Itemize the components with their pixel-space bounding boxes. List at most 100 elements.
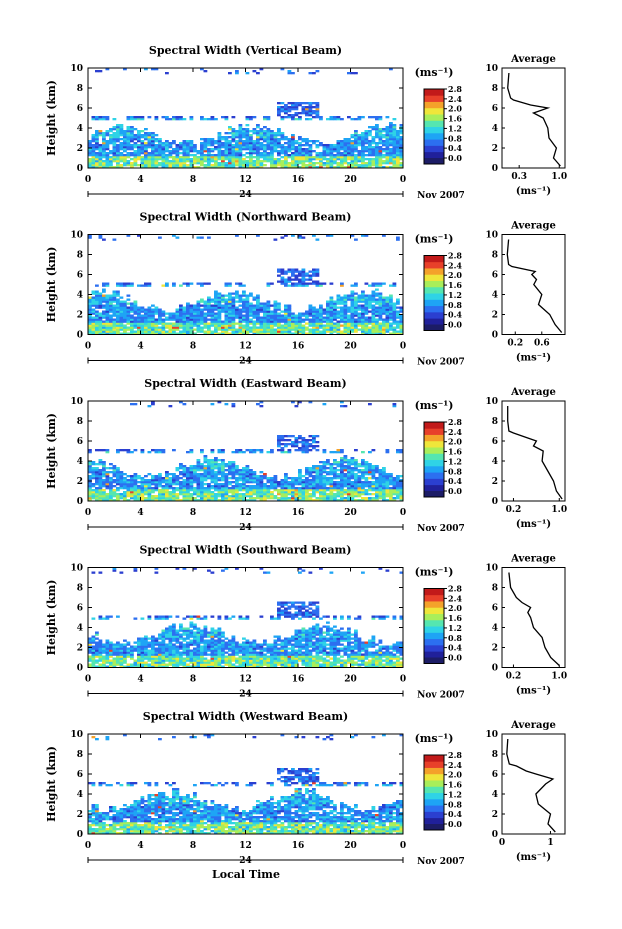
heatmap-cell — [224, 300, 229, 303]
heatmap-cell — [196, 314, 201, 317]
heatmap-cell — [235, 136, 239, 139]
heatmap-cell — [364, 465, 369, 468]
heatmap-cell — [228, 148, 232, 151]
heatmap-cell — [214, 473, 218, 476]
heatmap-cell — [305, 495, 309, 498]
heatmap-cell — [378, 148, 383, 151]
heatmap-cell — [102, 132, 106, 135]
heatmap-cell — [214, 318, 218, 321]
heatmap-cell — [147, 451, 152, 454]
heatmap-cell — [200, 304, 204, 307]
heatmap-cell — [88, 463, 92, 466]
heatmap-cell — [238, 312, 243, 315]
heatmap-cell — [109, 142, 113, 145]
heatmap-cell — [133, 144, 138, 147]
heatmap-cell — [392, 144, 397, 147]
heatmap-cell — [375, 144, 379, 147]
heatmap-cell — [224, 140, 229, 143]
heatmap-cell — [235, 477, 239, 480]
heatmap-cell — [385, 302, 390, 305]
heatmap-cell — [256, 475, 260, 478]
heatmap-cell — [245, 312, 250, 315]
heatmap-cell — [287, 106, 292, 109]
heatmap-cell — [270, 150, 274, 153]
heatmap-cell — [207, 118, 211, 121]
heatmap-cell — [315, 497, 320, 500]
heatmap-cell — [231, 485, 236, 488]
heatmap-cell — [217, 469, 222, 472]
heatmap-cell — [252, 162, 257, 165]
heatmap-cell — [119, 132, 124, 135]
heatmap-cell — [396, 479, 400, 482]
heatmap-cell — [140, 326, 145, 329]
heatmap-cell — [294, 278, 299, 281]
heatmap-cell — [347, 328, 351, 331]
heatmap-cell — [270, 328, 274, 331]
heatmap-cell — [228, 483, 232, 486]
heatmap-cell — [147, 134, 152, 137]
heatmap-cell — [95, 316, 99, 319]
heatmap-cell — [347, 322, 351, 325]
heatmap-cell — [312, 439, 316, 442]
heatmap-cell — [259, 162, 264, 165]
heatmap-cell — [133, 330, 138, 333]
heatmap-cell — [287, 148, 292, 151]
heatmap-cell — [259, 489, 264, 492]
heatmap-cell — [95, 665, 99, 668]
heatmap-cell — [88, 164, 92, 167]
heatmap-cell — [298, 102, 302, 105]
heatmap-cell — [105, 471, 110, 474]
heatmap-cell — [291, 270, 295, 273]
heatmap-cell — [140, 330, 145, 333]
heatmap-cell — [154, 485, 159, 488]
heatmap-cell — [375, 142, 379, 145]
heatmap-cell — [228, 477, 232, 480]
heatmap-cell — [385, 449, 390, 452]
heatmap-cell — [228, 318, 232, 321]
heatmap-cell — [305, 497, 309, 500]
heatmap-cell — [224, 465, 229, 468]
heatmap-cell — [210, 304, 215, 307]
heatmap-cell — [179, 116, 183, 119]
heatmap-cell — [214, 118, 218, 121]
heatmap-cell — [217, 158, 222, 161]
heatmap-cell — [98, 70, 103, 73]
heatmap-cell — [357, 322, 362, 325]
heatmap-cell — [361, 489, 365, 492]
heatmap-cell — [389, 475, 393, 478]
heatmap-cell — [368, 298, 372, 301]
heatmap-cell — [375, 284, 379, 287]
heatmap-cell — [203, 312, 208, 315]
heatmap-cell — [368, 144, 372, 147]
heatmap-cell — [112, 304, 117, 307]
heatmap-cell — [242, 483, 246, 486]
heatmap-cell — [249, 479, 253, 482]
heatmap-cell — [277, 441, 281, 444]
avg-profile-line — [507, 406, 563, 500]
heatmap-cell — [284, 318, 288, 321]
heatmap-cell — [364, 158, 369, 161]
heatmap-cell — [98, 154, 103, 157]
heatmap-cell — [305, 471, 309, 474]
heatmap-cell — [312, 481, 316, 484]
heatmap-cell — [291, 102, 295, 105]
heatmap-cell — [228, 463, 232, 466]
heatmap-cell — [147, 320, 152, 323]
heatmap-cell — [200, 312, 204, 315]
heatmap-cell — [137, 475, 141, 478]
heatmap-cell — [333, 497, 337, 500]
heatmap-cell — [340, 465, 344, 468]
heatmap-cell — [263, 497, 267, 500]
heatmap-cell — [130, 144, 134, 147]
heatmap-cell — [392, 491, 397, 494]
heatmap-cell — [294, 104, 299, 107]
heatmap-cell — [161, 451, 166, 454]
heatmap-cell — [182, 314, 187, 317]
heatmap-cell — [333, 475, 337, 478]
heatmap-cell — [88, 330, 92, 333]
heatmap-cell — [319, 497, 323, 500]
heatmap-cell — [203, 160, 208, 163]
heatmap-cell — [382, 320, 386, 323]
heatmap-cell — [200, 316, 204, 319]
colorbar-segment — [424, 107, 444, 115]
